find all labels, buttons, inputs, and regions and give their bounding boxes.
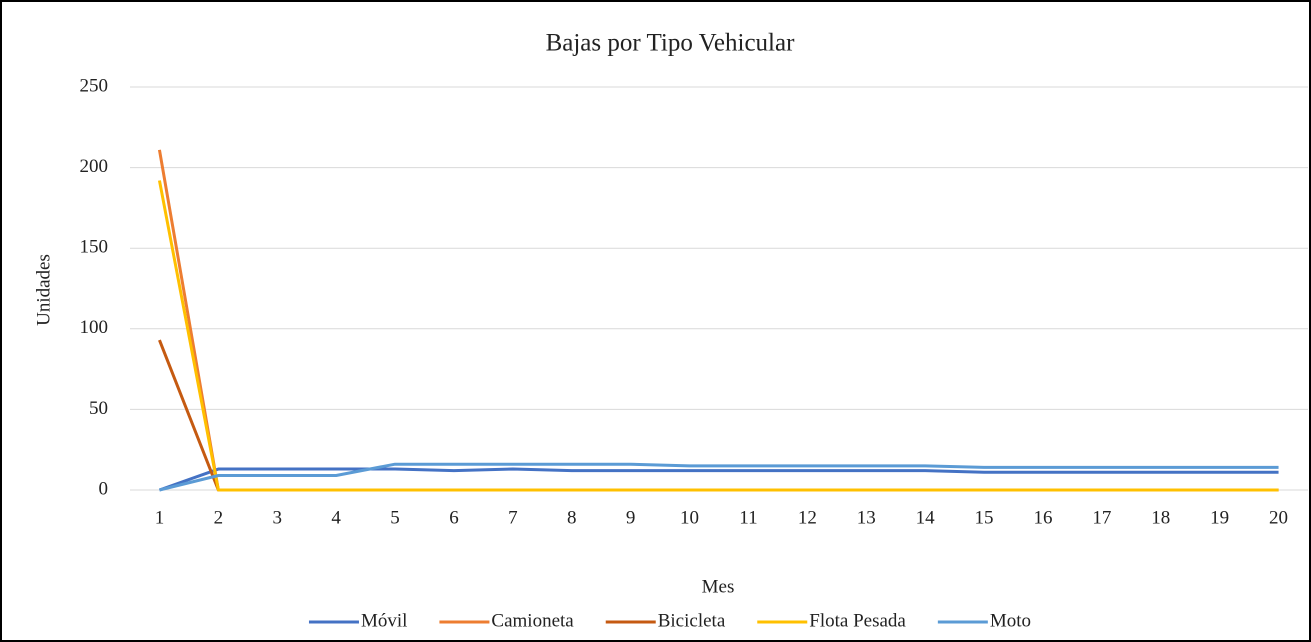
legend-label: Camioneta [491, 610, 574, 631]
x-tick-label: 1 [155, 507, 165, 528]
x-tick-label: 12 [798, 507, 817, 528]
series-line [157, 180, 1279, 492]
y-tick-label: 150 [80, 237, 109, 258]
x-tick-label: 20 [1269, 507, 1288, 528]
legend-label: Flota Pesada [809, 610, 906, 631]
y-tick-label: 200 [80, 156, 109, 177]
series-line [158, 467, 1279, 492]
x-tick-label: 9 [626, 507, 636, 528]
y-tick-label: 0 [99, 478, 109, 499]
legend-label: Bicicleta [658, 610, 726, 631]
x-tick-label: 19 [1210, 507, 1229, 528]
x-tick-label: 18 [1151, 507, 1170, 528]
legend-label: Moto [990, 610, 1031, 631]
x-tick-label: 2 [214, 507, 224, 528]
x-tick-label: 11 [739, 507, 757, 528]
x-tick-label: 7 [508, 507, 518, 528]
y-tick-label: 100 [80, 317, 109, 338]
x-tick-label: 17 [1092, 507, 1111, 528]
x-tick-label: 6 [449, 507, 459, 528]
x-tick-label: 4 [331, 507, 341, 528]
legend: Móvil Camioneta Bicicleta Flota Pesada Moto [308, 610, 1031, 631]
chart-title: Bajas por Tipo Vehicular [546, 30, 796, 57]
y-tick-label: 250 [80, 75, 109, 96]
series-line [159, 462, 1279, 492]
x-tick-label: 10 [680, 507, 699, 528]
x-tick-label: 5 [390, 507, 400, 528]
x-tick-label: 15 [975, 507, 994, 528]
y-tick-label: 50 [89, 398, 108, 419]
x-tick-label: 16 [1033, 507, 1052, 528]
x-tick-label: 8 [567, 507, 577, 528]
legend-label: Móvil [361, 610, 407, 631]
x-tick-label: 13 [857, 507, 876, 528]
y-axis-label: Unidades [33, 254, 54, 326]
x-tick-label: 14 [916, 507, 936, 528]
x-tick-label: 3 [273, 507, 283, 528]
x-axis-label: Mes [702, 576, 735, 597]
